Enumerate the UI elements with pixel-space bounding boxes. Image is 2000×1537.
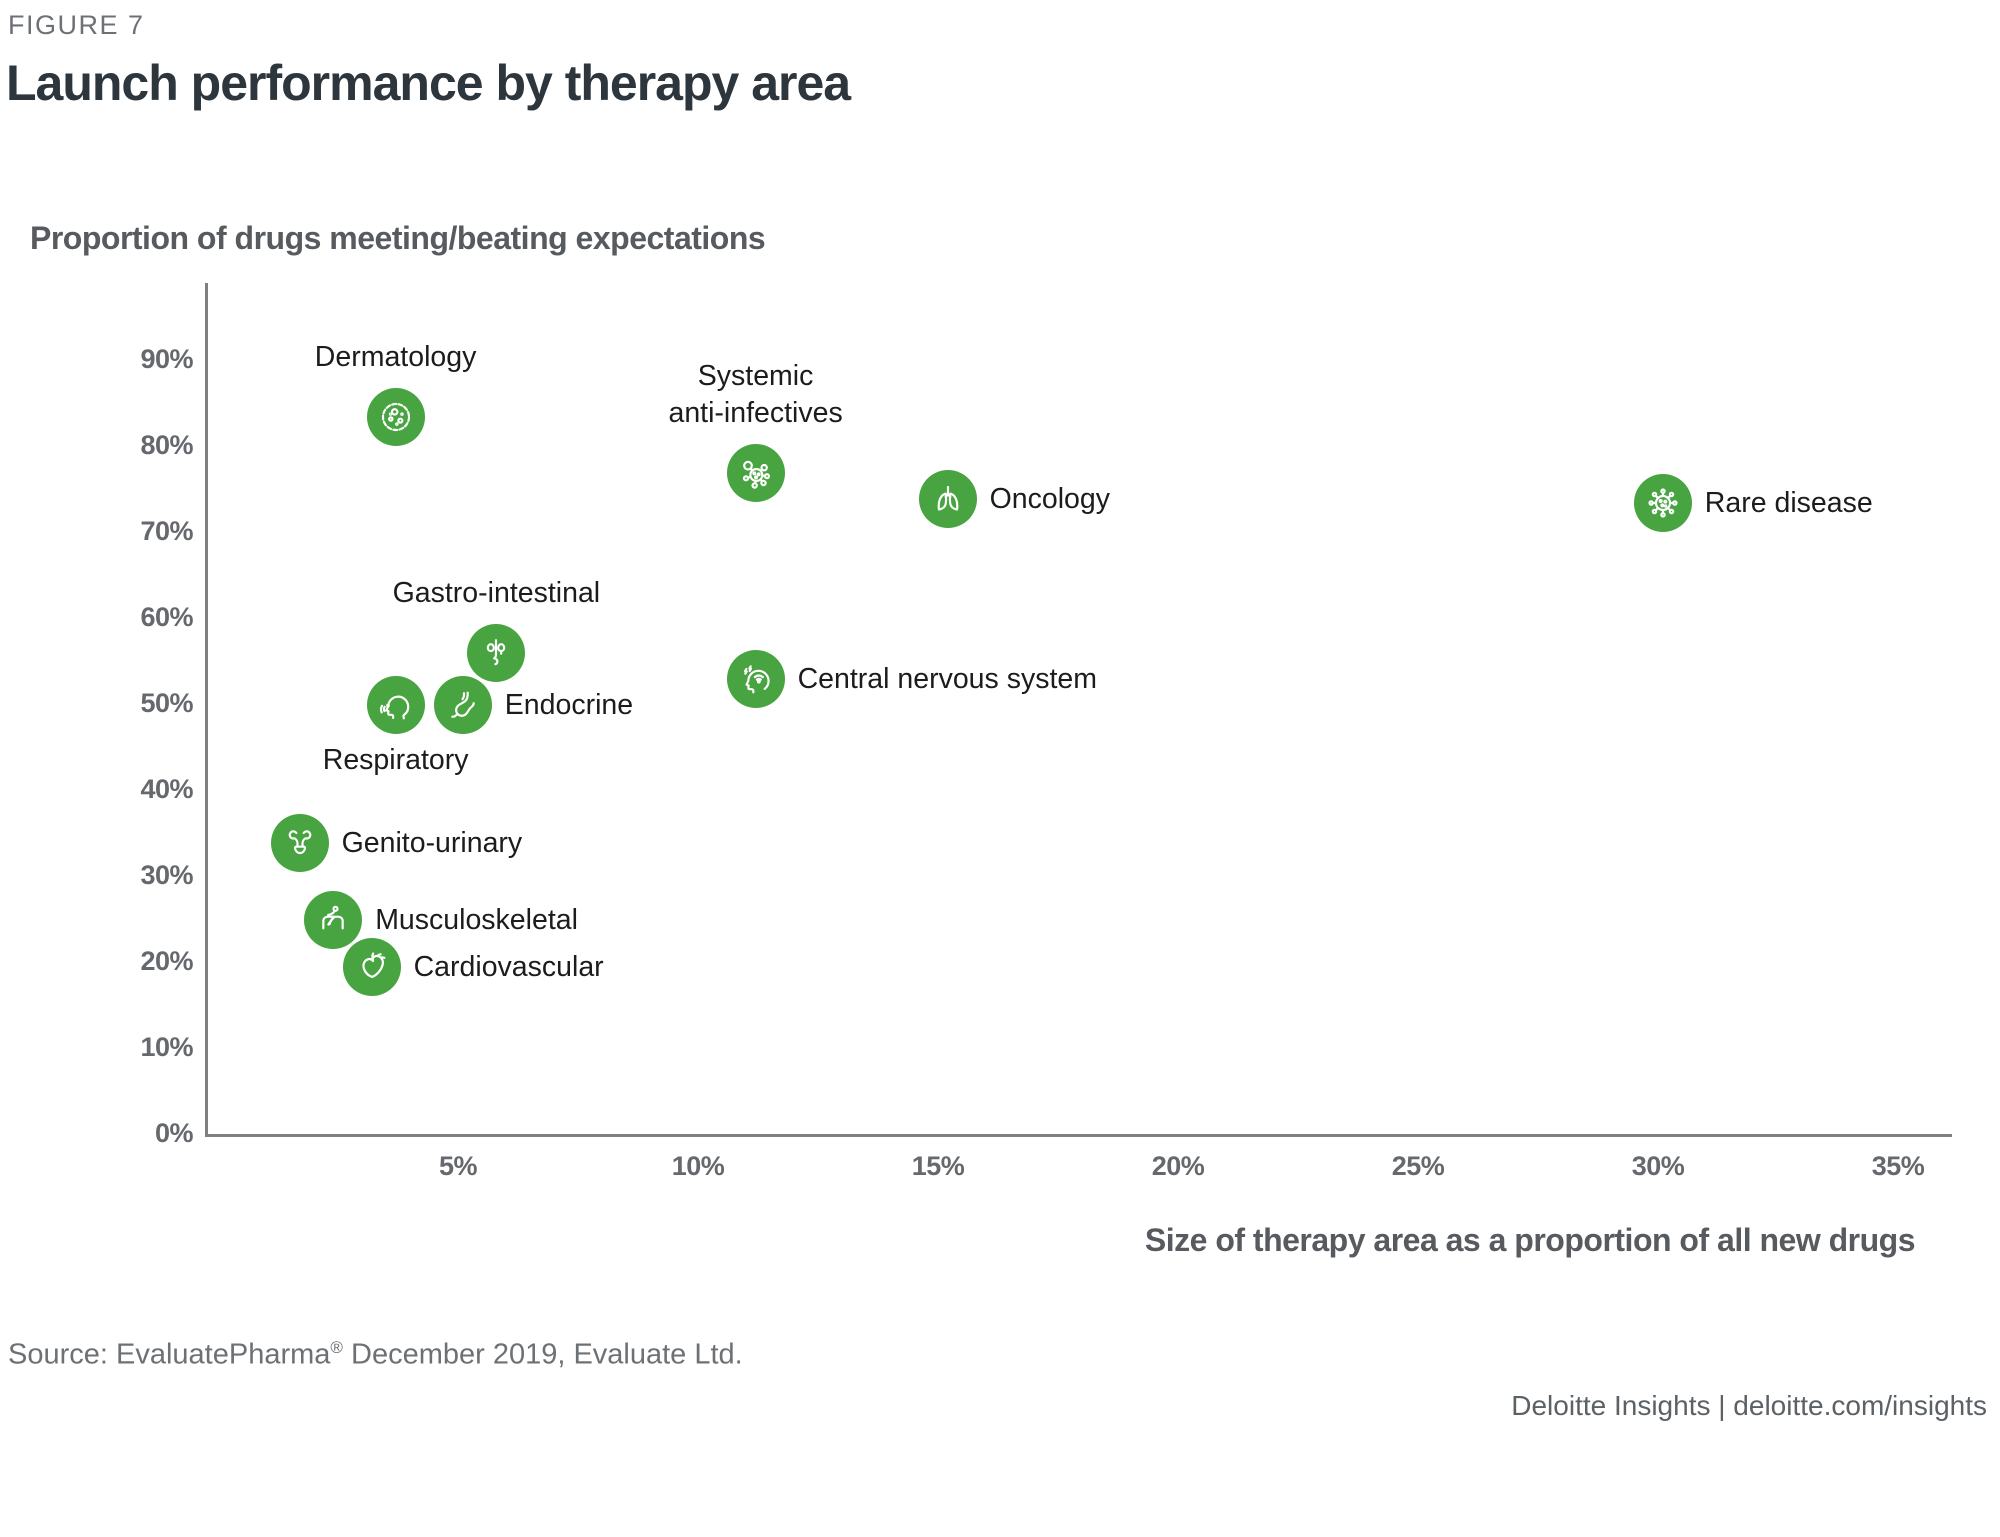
y-tick-label: 20% <box>140 946 193 976</box>
digestive-organs-icon <box>487 639 506 666</box>
therapy-table-icon <box>322 905 344 930</box>
virus-icon <box>1648 488 1678 518</box>
data-point <box>342 938 401 997</box>
x-tick-label: 30% <box>1631 1151 1685 1181</box>
data-point <box>270 813 329 872</box>
x-tick-label: 25% <box>1391 1151 1445 1181</box>
coughing-face-icon <box>379 695 409 720</box>
kidneys-bladder-icon <box>288 829 311 854</box>
head-brainwaves-icon <box>743 665 770 694</box>
y-tick-label: 60% <box>140 602 193 632</box>
y-axis-line <box>205 283 208 1137</box>
x-tick-label: 5% <box>438 1151 478 1181</box>
heart-organ-icon <box>361 952 386 979</box>
deloitte-insights-footer: Deloitte Insights | deloitte.com/insight… <box>1511 1390 1987 1421</box>
data-point <box>726 650 785 709</box>
y-tick-label: 70% <box>140 516 193 546</box>
data-point-label: Gastro-intestinal <box>392 577 601 610</box>
stomach-icon <box>451 691 475 718</box>
y-axis-title: Proportion of drugs meeting/beating expe… <box>30 220 766 256</box>
y-tick-label: 10% <box>140 1032 193 1062</box>
x-tick-label: 20% <box>1151 1151 1205 1181</box>
y-tick-label: 80% <box>140 430 193 460</box>
y-tick-label: 30% <box>140 860 193 890</box>
x-tick-label: 35% <box>1871 1151 1925 1181</box>
data-point <box>366 676 425 734</box>
data-point-label: Rare disease <box>1704 486 1873 519</box>
data-point-label: Endocrine <box>504 689 634 721</box>
source-note: Source: EvaluatePharma® December 2019, E… <box>8 1338 743 1372</box>
y-tick-label: 0% <box>154 1118 194 1148</box>
microbe-icon <box>742 460 770 489</box>
data-point <box>366 387 425 446</box>
lungs-icon <box>937 485 958 511</box>
data-point-label: Dermatology <box>314 340 477 373</box>
figure-number-label: FIGURE 7 <box>8 10 145 40</box>
data-point-label: Genito-urinary <box>341 826 523 859</box>
x-tick-label: 10% <box>671 1151 725 1181</box>
x-tick-label: 15% <box>911 1151 965 1181</box>
x-axis-title: Size of therapy area as a proportion of … <box>1144 1222 1916 1258</box>
source-text: Source: EvaluatePharma <box>8 1338 331 1371</box>
data-point-label: Oncology <box>989 482 1110 515</box>
registered-mark: ® <box>330 1338 343 1357</box>
data-point-label: Respiratory <box>322 744 469 776</box>
data-point <box>467 624 526 683</box>
data-point-label: Cardiovascular <box>413 951 604 984</box>
data-point <box>304 891 363 949</box>
chart-title: Launch performance by therapy area <box>6 55 851 111</box>
data-point <box>726 443 785 502</box>
data-point-label: Central nervous system <box>797 663 1097 696</box>
source-text-suffix: December 2019, Evaluate Ltd. <box>342 1338 743 1371</box>
y-tick-label: 40% <box>140 774 193 804</box>
x-axis-line <box>205 1134 1952 1137</box>
data-point <box>433 676 492 734</box>
y-tick-label: 90% <box>140 344 193 374</box>
data-point <box>1633 473 1692 532</box>
data-point-label: Musculoskeletal <box>375 904 578 936</box>
data-point-label: Systemic anti-infectives <box>668 359 843 429</box>
data-point <box>918 469 977 528</box>
y-tick-label: 50% <box>140 688 193 718</box>
cell-icon <box>381 402 410 431</box>
